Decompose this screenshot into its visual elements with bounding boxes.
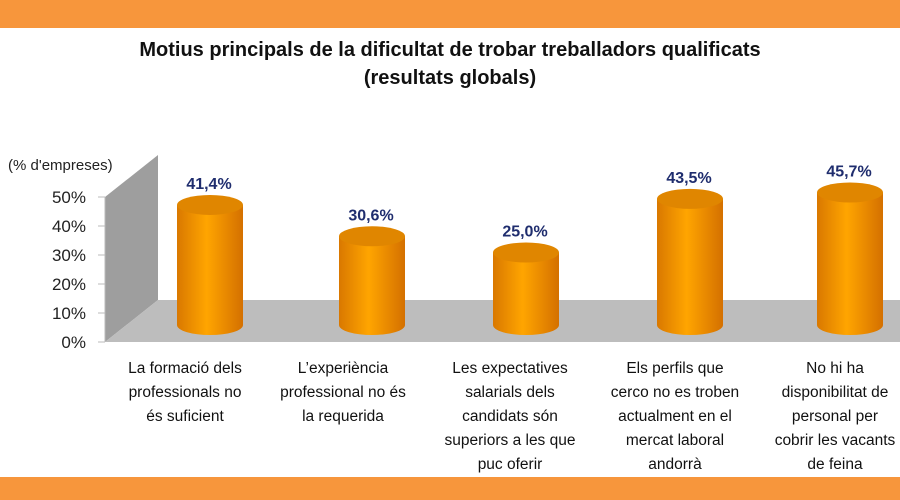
category-label-line: salarials dels: [465, 384, 555, 401]
category-label-line: candidats són: [462, 408, 558, 425]
category-label-line: és suficient: [146, 408, 224, 425]
data-label: 41,4%: [186, 176, 231, 193]
category-label-line: mercat laboral: [626, 432, 724, 449]
bar-cylinder-top: [817, 182, 883, 203]
y-tick-label: 0%: [61, 333, 86, 352]
bar-cylinder-top: [177, 194, 243, 215]
category-label-line: la requerida: [302, 408, 384, 425]
bar-cylinder-top: [657, 188, 723, 209]
bar-cylinder: [493, 252, 559, 335]
data-label: 43,5%: [666, 170, 711, 187]
category-label-line: La formació dels: [128, 360, 242, 377]
y-tick-label: 20%: [52, 275, 86, 294]
y-tick-label: 40%: [52, 217, 86, 236]
category-label-line: disponibilitat de: [782, 384, 889, 401]
category-label-line: cobrir les vacants: [775, 432, 896, 449]
data-label: 45,7%: [826, 163, 871, 180]
category-label-line: professional no és: [280, 384, 406, 401]
category-label-line: puc oferir: [478, 456, 543, 473]
category-label-line: andorrà: [648, 456, 702, 473]
y-tick-label: 30%: [52, 246, 86, 265]
bar-cylinder: [177, 204, 243, 335]
side-wall: [105, 155, 158, 342]
category-label-line: Els perfils que: [626, 360, 723, 377]
bar-cylinder: [657, 198, 723, 335]
data-label: 30,6%: [348, 207, 393, 224]
category-label-line: de feina: [807, 456, 863, 473]
bar-cylinder: [817, 192, 883, 335]
bar-cylinder-top: [339, 226, 405, 247]
chart-title-line: (resultats globals): [364, 67, 536, 89]
category-label-line: Les expectatives: [452, 360, 568, 377]
bottom-band: [0, 477, 900, 500]
category-label-line: superiors a les que: [445, 432, 576, 449]
y-axis-label: (% d'empreses): [8, 157, 113, 174]
data-label: 25,0%: [502, 224, 547, 241]
bar-cylinder-top: [493, 242, 559, 263]
bar-cylinder: [339, 236, 405, 335]
category-label-line: personal per: [792, 408, 878, 425]
category-label-line: actualment en el: [618, 408, 732, 425]
top-band: [0, 0, 900, 28]
category-label-line: cerco no es troben: [611, 384, 739, 401]
category-label-line: No hi ha: [806, 360, 864, 377]
y-tick-label: 10%: [52, 304, 86, 323]
chart-title-line: Motius principals de la dificultat de tr…: [139, 39, 760, 61]
y-tick-label: 50%: [52, 188, 86, 207]
category-label-line: professionals no: [129, 384, 242, 401]
category-label-line: L’experiència: [298, 360, 389, 377]
